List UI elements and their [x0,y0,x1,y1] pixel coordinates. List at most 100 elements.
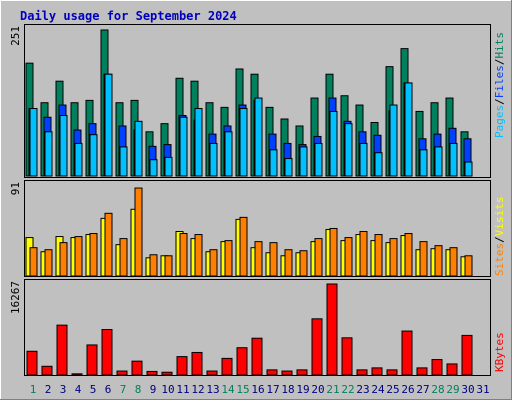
bar-pages-day-29 [449,142,458,177]
x-tick-day-24: 24 [371,383,385,396]
bar-visits-day-27 [419,241,428,277]
bar-visits-day-17 [269,242,278,277]
bar-pages-day-22 [344,123,353,177]
ymax-label-kbytes: 16267 [9,281,22,314]
x-tick-day-9: 9 [150,383,157,396]
x-tick-day-29: 29 [446,383,459,396]
labels-layer: 251 Pages/Files/Hits 9 1 Sites/Visits 16267 KB… [9,26,506,396]
legend-pages: Pages [493,105,506,138]
bar-kbytes-day-27 [416,367,428,376]
bar-kbytes-day-1 [26,350,38,376]
x-tick-day-25: 25 [386,383,399,396]
x-tick-day-10: 10 [161,383,174,396]
bar-visits-day-3 [59,242,68,277]
bar-pages-day-24 [374,152,383,177]
bar-pages-day-28 [434,146,443,177]
legend-visits: Visits [493,197,506,237]
bar-visits-day-30 [464,255,473,277]
bar-visits-day-6 [104,212,113,277]
bar-pages-day-2 [44,131,53,177]
x-tick-day-30: 30 [461,383,474,396]
legend-visits-sites: Sites/Visits [493,197,506,277]
legend-separator: / [493,236,506,243]
bars-layer [25,29,473,376]
bar-visits-day-12 [194,234,203,277]
bar-kbytes-day-16 [251,337,263,376]
bar-visits-day-28 [434,245,443,277]
bar-pages-day-1 [29,108,38,177]
bar-visits-day-24 [374,234,383,277]
bar-pages-day-4 [74,142,83,177]
bar-pages-day-14 [224,131,233,177]
bar-pages-day-26 [404,82,413,177]
x-tick-day-15: 15 [236,383,249,396]
x-tick-day-23: 23 [356,383,369,396]
bar-visits-day-15 [239,216,248,277]
bar-visits-day-10 [164,255,173,277]
bar-visits-day-22 [344,237,353,277]
bar-pages-day-18 [284,158,293,177]
legend-separator: / [493,59,506,66]
bar-pages-day-11 [179,116,188,177]
x-tick-day-19: 19 [296,383,309,396]
x-tick-day-11: 11 [176,383,189,396]
bar-pages-day-19 [299,146,308,177]
bar-kbytes-day-25 [386,369,398,376]
bar-pages-day-12 [194,108,203,177]
bar-kbytes-day-6 [101,329,113,376]
x-tick-day-4: 4 [75,383,82,396]
bar-visits-day-23 [359,231,368,277]
bar-visits-day-21 [329,227,338,277]
bar-visits-day-2 [44,249,53,277]
x-tick-day-7: 7 [120,383,127,396]
bar-visits-day-5 [89,233,98,277]
bar-pages-day-16 [254,97,263,177]
x-tick-day-16: 16 [251,383,264,396]
bar-kbytes-day-7 [116,370,128,376]
bar-pages-day-25 [389,104,398,177]
bar-kbytes-day-13 [206,370,218,376]
bar-pages-day-8 [134,120,143,177]
bar-kbytes-day-5 [86,344,98,376]
bar-pages-day-13 [209,142,218,177]
bar-visits-day-1 [29,247,38,277]
legend-hits-files-pages: Pages/Files/Hits [493,32,506,138]
bar-pages-day-23 [359,142,368,177]
bar-pages-day-3 [59,115,68,177]
bar-kbytes-day-17 [266,369,278,376]
bar-kbytes-day-9 [146,370,158,376]
bar-pages-day-7 [119,146,128,177]
bar-pages-day-20 [314,142,323,177]
bar-pages-day-27 [419,149,428,177]
bar-pages-day-17 [269,149,278,177]
bar-kbytes-day-29 [446,363,458,376]
bar-kbytes-day-12 [191,351,203,376]
bar-kbytes-day-11 [176,356,188,376]
bar-visits-day-18 [284,249,293,277]
legend-kbytes: KBytes [493,332,506,372]
x-tick-day-20: 20 [311,383,324,396]
bar-pages-day-5 [89,134,98,177]
bar-visits-day-7 [119,238,128,277]
bar-pages-day-10 [164,156,173,177]
x-tick-day-6: 6 [105,383,112,396]
x-tick-day-12: 12 [191,383,204,396]
x-tick-day-27: 27 [416,383,429,396]
bar-pages-day-9 [149,159,158,177]
bar-pages-day-15 [239,108,248,177]
bar-kbytes-day-4 [71,373,83,376]
x-tick-day-1: 1 [30,383,37,396]
x-tick-day-22: 22 [341,383,354,396]
x-tick-day-14: 14 [221,383,235,396]
x-tick-day-18: 18 [281,383,294,396]
ymax-label-hits: 251 [9,26,22,46]
panel-hits-files-pages [24,24,491,178]
x-tick-day-31: 31 [476,383,489,396]
legend-separator: / [493,98,506,105]
bar-kbytes-day-2 [41,365,53,376]
bar-kbytes-day-14 [221,357,233,376]
x-tick-day-3: 3 [60,383,67,396]
bar-kbytes-day-8 [131,360,143,376]
bar-visits-day-4 [74,236,83,277]
